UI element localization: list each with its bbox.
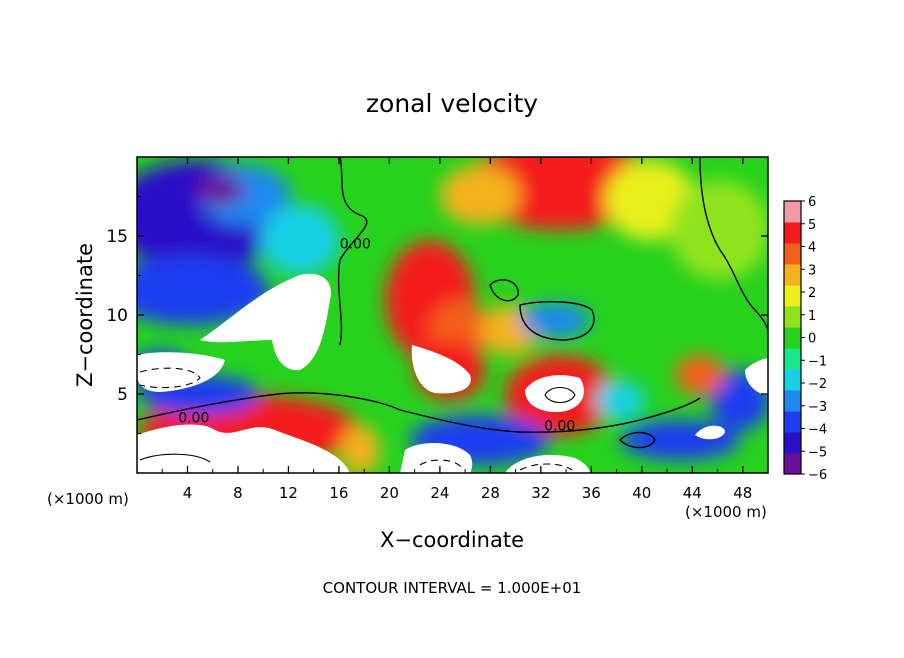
colorbar-segment bbox=[784, 285, 801, 307]
x-tick-label: 12 bbox=[279, 484, 298, 502]
x-tick-label: 40 bbox=[632, 484, 651, 502]
contour-label: 0.00 bbox=[544, 418, 575, 434]
x-unit-left: (×1000 m) bbox=[47, 490, 129, 508]
x-tick-label: 28 bbox=[481, 484, 500, 502]
x-tick-label: 4 bbox=[183, 484, 193, 502]
x-tick-label: 20 bbox=[380, 484, 399, 502]
colorbar-tick-label: −4 bbox=[808, 423, 827, 438]
colorbar-segment bbox=[784, 411, 801, 433]
x-tick-label: 16 bbox=[329, 484, 348, 502]
colorbar-tick-label: −6 bbox=[808, 468, 827, 483]
y-axis-label: Z−coordinate bbox=[73, 243, 97, 387]
y-tick-label: 10 bbox=[106, 306, 128, 326]
colorbar-segment bbox=[784, 306, 801, 328]
colorbar-segment bbox=[784, 390, 801, 412]
colorbar-segment bbox=[784, 453, 801, 475]
colorbar-segment bbox=[784, 348, 801, 370]
colorbar: 6 5 4 3 2 1 0 −1 −2 −3 −4 −5 −6 bbox=[783, 195, 827, 483]
contour-label: 0.00 bbox=[178, 410, 209, 426]
contour-lines bbox=[137, 157, 768, 449]
x-tick-label: 32 bbox=[531, 484, 550, 502]
y-tick-label: 15 bbox=[106, 227, 128, 247]
heatmap-field bbox=[137, 157, 768, 473]
chart-title: zonal velocity bbox=[366, 89, 538, 118]
y-tick-label: 5 bbox=[117, 385, 128, 405]
x-axis-label: X−coordinate bbox=[380, 528, 524, 552]
contour-label: 0.00 bbox=[340, 237, 371, 253]
colorbar-tick-label: 4 bbox=[808, 241, 816, 256]
colorbar-segment bbox=[784, 243, 801, 265]
colorbar-tick-label: −2 bbox=[808, 377, 827, 392]
colorbar-tick-label: 0 bbox=[808, 332, 816, 347]
colorbar-tick-label: 1 bbox=[808, 309, 816, 324]
x-axis-ticks: 4 8 12 16 20 24 28 32 36 40 44 48 bbox=[161, 157, 752, 502]
colorbar-segment bbox=[784, 432, 801, 454]
colorbar-tick-label: 6 bbox=[808, 195, 816, 210]
colorbar-tick-label: 5 bbox=[808, 218, 816, 233]
colorbar-tick-label: −5 bbox=[808, 445, 827, 460]
colorbar-tick-label: −3 bbox=[808, 400, 827, 415]
x-unit-right: (×1000 m) bbox=[685, 503, 767, 521]
colorbar-segment bbox=[784, 264, 801, 286]
colorbar-segment bbox=[784, 222, 801, 244]
x-tick-label: 48 bbox=[733, 484, 752, 502]
contour-interval-note: CONTOUR INTERVAL = 1.000E+01 bbox=[323, 579, 582, 597]
colorbar-tick-label: −1 bbox=[808, 354, 827, 369]
x-tick-label: 8 bbox=[233, 484, 243, 502]
colorbar-tick-label: 2 bbox=[808, 286, 816, 301]
colorbar-segment bbox=[784, 201, 801, 223]
x-tick-label: 24 bbox=[430, 484, 449, 502]
colorbar-segment bbox=[784, 327, 801, 349]
x-tick-label: 36 bbox=[582, 484, 601, 502]
y-axis-ticks: 5 10 15 bbox=[106, 196, 768, 434]
colorbar-tick-label: 3 bbox=[808, 263, 816, 278]
colorbar-segment bbox=[784, 369, 801, 391]
x-tick-label: 44 bbox=[683, 484, 702, 502]
contour-labels: 0.00 0.00 0.00 bbox=[178, 237, 575, 435]
